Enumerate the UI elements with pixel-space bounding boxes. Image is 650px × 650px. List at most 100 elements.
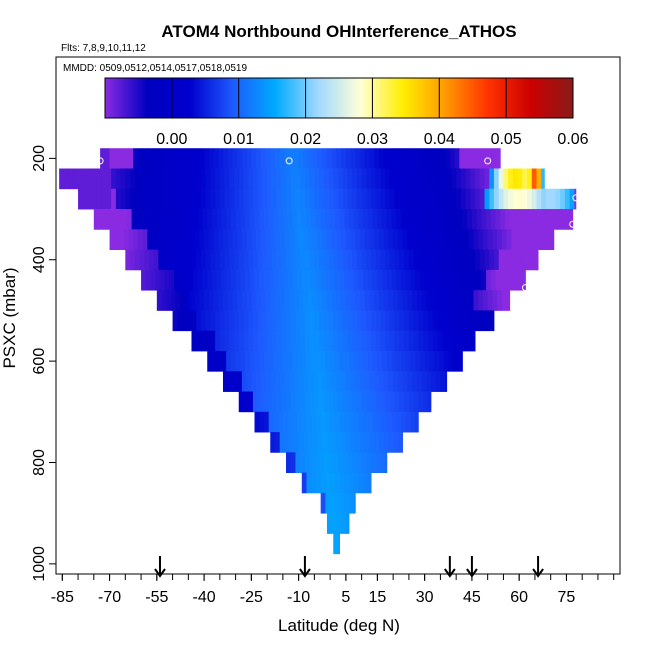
heatmap-cell bbox=[92, 168, 98, 190]
heatmap-cell bbox=[382, 350, 388, 372]
heatmap-cell bbox=[503, 188, 509, 210]
heatmap-cell bbox=[63, 168, 70, 190]
heatmap-cell bbox=[322, 432, 328, 453]
heatmap-cell bbox=[508, 188, 514, 210]
heatmap-cell bbox=[460, 188, 467, 210]
heatmap-cell bbox=[271, 391, 277, 413]
heatmap-cell bbox=[331, 513, 337, 534]
heatmap-cell bbox=[375, 168, 381, 190]
heatmap-cell bbox=[315, 269, 322, 291]
heatmap-cell bbox=[538, 209, 544, 230]
heatmap-cell bbox=[309, 330, 315, 352]
heatmap-cell bbox=[186, 188, 192, 210]
heatmap-cell bbox=[241, 148, 248, 169]
heatmap-cell bbox=[350, 371, 356, 392]
heatmap-cell bbox=[330, 350, 336, 372]
heatmap-cell bbox=[404, 249, 410, 271]
heatmap-cell bbox=[394, 249, 400, 271]
heatmap-cell bbox=[516, 229, 522, 250]
heatmap-cell bbox=[375, 188, 381, 210]
heatmap-cell bbox=[312, 229, 318, 250]
heatmap-cell bbox=[547, 209, 553, 230]
heatmap-cell bbox=[293, 432, 300, 453]
heatmap-cell bbox=[256, 371, 262, 392]
heatmap-cell bbox=[517, 168, 523, 190]
heatmap-cell bbox=[383, 371, 389, 392]
heatmap-cell bbox=[345, 290, 352, 311]
heatmap-cell bbox=[408, 310, 415, 332]
heatmap-cell bbox=[243, 330, 249, 352]
heatmap-cell bbox=[388, 432, 394, 453]
heatmap-cell bbox=[464, 229, 470, 250]
heatmap-cell bbox=[331, 432, 337, 453]
heatmap-cell bbox=[311, 269, 317, 291]
heatmap-cell bbox=[341, 371, 347, 392]
sample-point bbox=[569, 220, 577, 228]
y-tick-label: 1000 bbox=[31, 546, 48, 582]
heatmap-cell bbox=[107, 209, 114, 230]
heatmap-cell bbox=[435, 229, 441, 250]
heatmap-cell bbox=[308, 432, 314, 453]
heatmap-cell bbox=[473, 148, 479, 169]
heatmap-cell bbox=[360, 371, 366, 392]
heatmap-cell bbox=[330, 269, 336, 291]
heatmap-cell bbox=[248, 310, 254, 332]
heatmap-cell bbox=[451, 188, 457, 210]
heatmap-cell bbox=[408, 391, 415, 413]
heatmap-cell bbox=[356, 452, 363, 474]
heatmap-cell bbox=[333, 249, 339, 271]
heatmap-cell bbox=[243, 188, 249, 210]
heatmap-cell bbox=[338, 168, 344, 190]
heatmap-cell bbox=[534, 229, 541, 250]
heatmap-cell bbox=[404, 391, 410, 413]
heatmap-cell bbox=[361, 310, 367, 332]
heatmap-cell bbox=[479, 168, 485, 190]
heatmap-cell bbox=[224, 310, 230, 332]
heatmap-cell bbox=[315, 472, 322, 494]
heatmap-cell bbox=[550, 188, 556, 210]
heatmap-cell bbox=[215, 249, 221, 271]
heatmap-cell bbox=[221, 350, 227, 372]
heatmap-cell bbox=[273, 269, 279, 291]
heatmap-cell bbox=[185, 290, 191, 311]
heatmap-cell bbox=[345, 513, 350, 534]
heatmap-cell bbox=[147, 148, 153, 169]
heatmap-cell bbox=[367, 269, 374, 291]
heatmap-cell bbox=[334, 411, 340, 433]
heatmap-cell bbox=[315, 350, 322, 372]
heatmap-cell bbox=[430, 371, 437, 392]
heatmap-cell bbox=[311, 472, 317, 494]
heatmap-cell bbox=[448, 269, 454, 291]
heatmap-cell bbox=[350, 432, 356, 453]
heatmap-cell bbox=[331, 290, 337, 311]
heatmap-cell bbox=[289, 371, 295, 392]
heatmap-cell bbox=[276, 168, 282, 190]
heatmap-cell bbox=[191, 188, 197, 210]
heatmap-cell bbox=[366, 310, 372, 332]
heatmap-cell bbox=[142, 148, 148, 169]
heatmap-cell bbox=[286, 391, 292, 413]
heatmap-cell bbox=[243, 249, 249, 271]
heatmap-cell bbox=[416, 148, 422, 169]
heatmap-cell bbox=[331, 371, 337, 392]
heatmap-cell bbox=[445, 371, 448, 392]
heatmap-cell bbox=[366, 391, 372, 413]
heatmap-cell bbox=[295, 391, 301, 413]
heatmap-cell bbox=[314, 391, 320, 413]
heatmap-cell bbox=[224, 249, 230, 271]
heatmap-cell bbox=[360, 290, 366, 311]
colorbar-tick-label: 0.06 bbox=[557, 131, 588, 148]
heatmap-cell bbox=[388, 148, 394, 169]
heatmap-cell bbox=[418, 330, 424, 352]
heatmap-cell bbox=[334, 350, 340, 372]
heatmap-cell bbox=[139, 249, 145, 271]
heatmap-cell bbox=[320, 492, 326, 514]
heatmap-cell bbox=[486, 209, 492, 230]
heatmap-cell bbox=[281, 310, 287, 332]
heatmap-cell bbox=[197, 269, 203, 291]
heatmap-cell bbox=[446, 188, 452, 210]
heatmap-cell bbox=[352, 310, 358, 332]
heatmap-cell bbox=[159, 269, 166, 291]
y-tick-label: 800 bbox=[31, 449, 48, 476]
heatmap-cell bbox=[389, 391, 396, 413]
